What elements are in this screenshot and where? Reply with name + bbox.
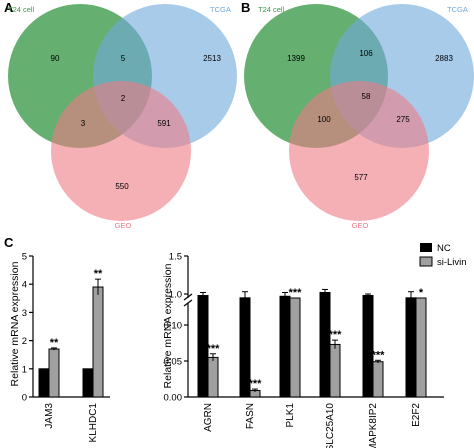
venn-b-label-tcga: TCGA bbox=[447, 5, 468, 14]
venn-a-only-tcga: 2513 bbox=[203, 54, 221, 63]
left-category-label: JAM3 bbox=[44, 403, 55, 429]
right-category-label: SLC25A10 bbox=[325, 403, 336, 448]
right-bar-si-livin bbox=[372, 361, 384, 398]
left-bar-si-livin bbox=[48, 348, 60, 398]
venn-a-t24-geo: 3 bbox=[81, 119, 86, 128]
venn-b-label-geo: GEO bbox=[352, 221, 369, 230]
right-bar-si-livin bbox=[329, 343, 341, 398]
venn-b-label-t24: T24 cell bbox=[258, 5, 285, 14]
bar-chart-right: Relative mRNA expression 0.00 0.05 0.10 1.0… bbox=[162, 252, 444, 448]
right-ytick-label-lower: 0.05 bbox=[164, 357, 183, 368]
left-bar-si-livin bbox=[92, 286, 104, 398]
right-category-label: MAPK8IP2 bbox=[368, 403, 379, 448]
venn-a-only-t24: 90 bbox=[51, 54, 60, 63]
right-ytick-label-upper: 1.5 bbox=[169, 252, 182, 263]
legend-label-si-livin: si-Livin bbox=[437, 257, 467, 268]
venn-a-circle-geo bbox=[51, 81, 191, 221]
venn-a-label-t24: T24 cell bbox=[8, 5, 35, 14]
axis-break-mark-bottom bbox=[183, 299, 193, 307]
right-significance: *** bbox=[249, 378, 263, 390]
venn-a-tcga-geo: 591 bbox=[157, 119, 171, 128]
left-ytick-label: 5 bbox=[22, 252, 27, 263]
panel-c-letter: C bbox=[4, 235, 14, 250]
venn-b-circle-geo bbox=[289, 81, 429, 221]
right-significance: * bbox=[419, 287, 424, 299]
venn-a-all: 2 bbox=[121, 94, 126, 103]
axis-break-mark-top bbox=[183, 293, 193, 301]
right-bar-nc bbox=[319, 291, 331, 398]
left-ytick-label: 3 bbox=[22, 308, 27, 319]
left-ytick-label: 1 bbox=[22, 364, 27, 375]
right-significance: *** bbox=[207, 343, 221, 355]
right-bar-nc bbox=[405, 297, 417, 398]
venn-a-label-tcga: TCGA bbox=[210, 5, 231, 14]
right-significance: *** bbox=[372, 349, 386, 361]
right-significance: *** bbox=[289, 287, 303, 299]
panel-a-letter: A bbox=[4, 0, 14, 15]
right-bar-nc bbox=[362, 295, 374, 398]
left-significance: ** bbox=[94, 268, 103, 280]
left-ytick-label: 4 bbox=[22, 280, 27, 291]
right-bar-si-livin bbox=[289, 297, 301, 398]
venn-b: T24 cell TCGA GEO 1399 2883 106 58 100 2… bbox=[244, 4, 474, 230]
panel-b-letter: B bbox=[241, 0, 250, 15]
venn-b-tcga-geo: 275 bbox=[396, 115, 410, 124]
venn-b-t24-tcga: 106 bbox=[359, 49, 373, 58]
legend-label-nc: NC bbox=[437, 243, 451, 254]
legend-swatch-si-livin bbox=[419, 256, 433, 267]
venn-b-only-geo: 577 bbox=[354, 173, 368, 182]
right-category-label: FASN bbox=[245, 403, 256, 429]
venn-a-t24-tcga: 5 bbox=[121, 54, 126, 63]
left-category-label: KLHDC1 bbox=[88, 403, 99, 443]
right-bar-si-livin bbox=[207, 356, 219, 398]
venn-b-only-t24: 1399 bbox=[287, 54, 305, 63]
right-category-label: E2F2 bbox=[411, 403, 422, 427]
venn-b-only-tcga: 2883 bbox=[435, 54, 453, 63]
venn-a-label-geo: GEO bbox=[115, 221, 132, 230]
left-ytick-label: 2 bbox=[22, 336, 27, 347]
right-bar-si-livin bbox=[415, 297, 427, 398]
left-ytick-label: 0 bbox=[22, 393, 27, 404]
left-bar-nc bbox=[38, 368, 50, 398]
venn-b-t24-geo: 100 bbox=[317, 115, 331, 124]
left-bar-nc bbox=[82, 368, 94, 398]
right-ylabel: Relative mRNA expression bbox=[162, 263, 174, 388]
right-category-label: PLK1 bbox=[285, 403, 296, 428]
venn-b-all: 58 bbox=[362, 92, 371, 101]
right-bar-nc bbox=[279, 295, 291, 398]
legend: NC si-Livin bbox=[419, 243, 467, 268]
right-category-label: AGRN bbox=[203, 403, 214, 432]
right-ytick-label-lower: 0.00 bbox=[164, 393, 183, 404]
venn-a-only-geo: 550 bbox=[115, 182, 129, 191]
left-ylabel: Relative mRNA expression bbox=[9, 261, 21, 386]
left-significance: ** bbox=[50, 337, 59, 349]
right-ytick-label-lower: 0.10 bbox=[164, 321, 183, 332]
legend-swatch-nc bbox=[420, 243, 432, 252]
right-significance: *** bbox=[329, 329, 343, 341]
right-ytick-label-upper: 1.0 bbox=[169, 290, 182, 301]
bar-chart-left: Relative mRNA expression 0 1 2 3 4 5 ** JAM3 **… bbox=[9, 252, 110, 443]
venn-a: T24 cell TCGA GEO 90 2513 5 2 3 591 550 bbox=[8, 4, 237, 230]
